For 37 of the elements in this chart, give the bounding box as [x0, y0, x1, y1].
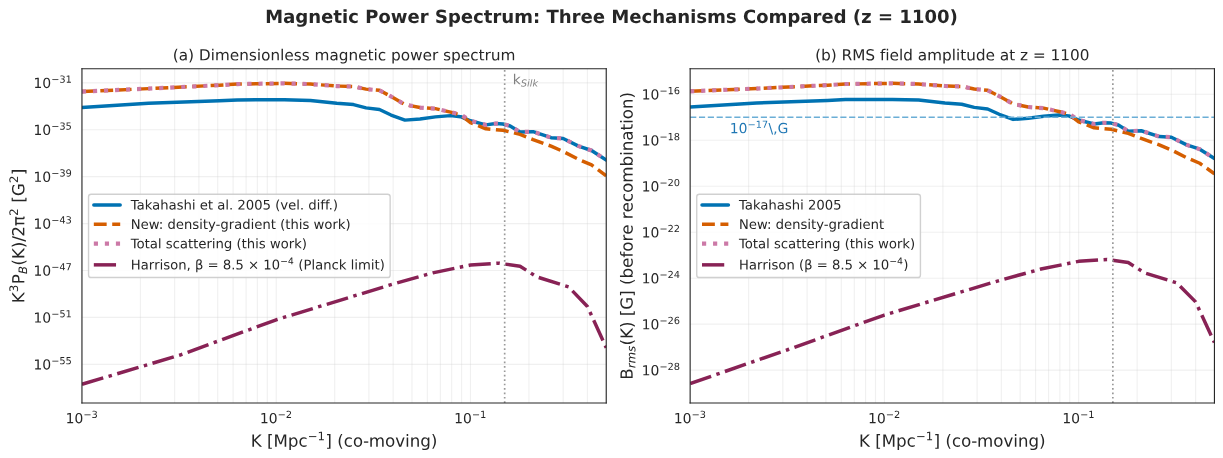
- text: Magnetic Power Spectrum: Three Mechanisms Compared (z = 1100): [266, 9, 957, 27]
- y-tick-label: 10$^{−51}$: [34, 310, 71, 323]
- x-tick-label: 10$^{−1}$: [1063, 410, 1094, 424]
- y-tick-label: 10$^{−22}$: [643, 224, 680, 238]
- y-tick-label: 10$^{−47}$: [34, 263, 71, 276]
- y-axis-title: B$_{rms}$(K) [G] (before recombination): [619, 93, 636, 379]
- x-tick-label: 10$^{−1}$: [455, 410, 486, 424]
- legend-label: Harrison (β = 8.5 × 10$^{−4}$): [740, 257, 908, 273]
- legend-label: New: density-gradient: [740, 218, 884, 232]
- x-tick-label: 10$^{−3}$: [675, 410, 706, 424]
- y-tick-label: 10$^{−55}$: [34, 357, 71, 370]
- text: K$^{3}$P$_{B}$(K)/2π$^{2}$ [G$^{2}$]: [9, 170, 28, 302]
- y-tick-label: 10$^{−28}$: [643, 362, 680, 376]
- x-tick-label: 10$^{−2}$: [869, 410, 900, 424]
- y-tick-label: 10$^{−26}$: [643, 316, 680, 330]
- legend-label: Harrison, β = 8.5 × 10$^{−4}$ (Planck limit): [132, 257, 384, 273]
- x-axis-title: K [Mpc$^{−1}$] (co-moving): [860, 431, 1045, 451]
- y-tick-label: 10$^{−39}$: [34, 169, 72, 183]
- legend-label: Takahashi et al. 2005 (vel. diff.): [130, 199, 337, 212]
- ref-line-label: 10$^{−17}$\,G: [731, 120, 788, 135]
- y-tick-label: 10$^{−20}$: [643, 178, 680, 192]
- y-tick-label: 10$^{−43}$: [34, 216, 72, 229]
- legend-label: Total scattering (this work): [738, 238, 915, 251]
- x-axis-title: K [Mpc$^{−1}$] (co-moving): [252, 431, 436, 451]
- chart-title: (a) Dimensionless magnetic power spectrum: [174, 48, 515, 64]
- y-tick-label: 10$^{−18}$: [643, 132, 680, 146]
- ref-line-label: k$_{Silk}$: [513, 73, 539, 87]
- y-tick-label: 10$^{−16}$: [643, 86, 680, 100]
- y-tick-label: 10$^{−24}$: [643, 270, 680, 284]
- chart-title: (b) RMS field amplitude at z = 1100: [816, 48, 1089, 64]
- legend-label: Total scattering (this work): [130, 238, 306, 251]
- legend-label: New: density-gradient (this work): [132, 218, 350, 232]
- y-tick-label: 10$^{−35}$: [34, 122, 71, 136]
- legend-label: Takahashi 2005: [738, 199, 841, 210]
- y-tick-label: 10$^{−31}$: [34, 75, 71, 89]
- x-tick-label: 10$^{−3}$: [67, 410, 97, 424]
- x-tick-label: 10$^{−2}$: [261, 410, 292, 424]
